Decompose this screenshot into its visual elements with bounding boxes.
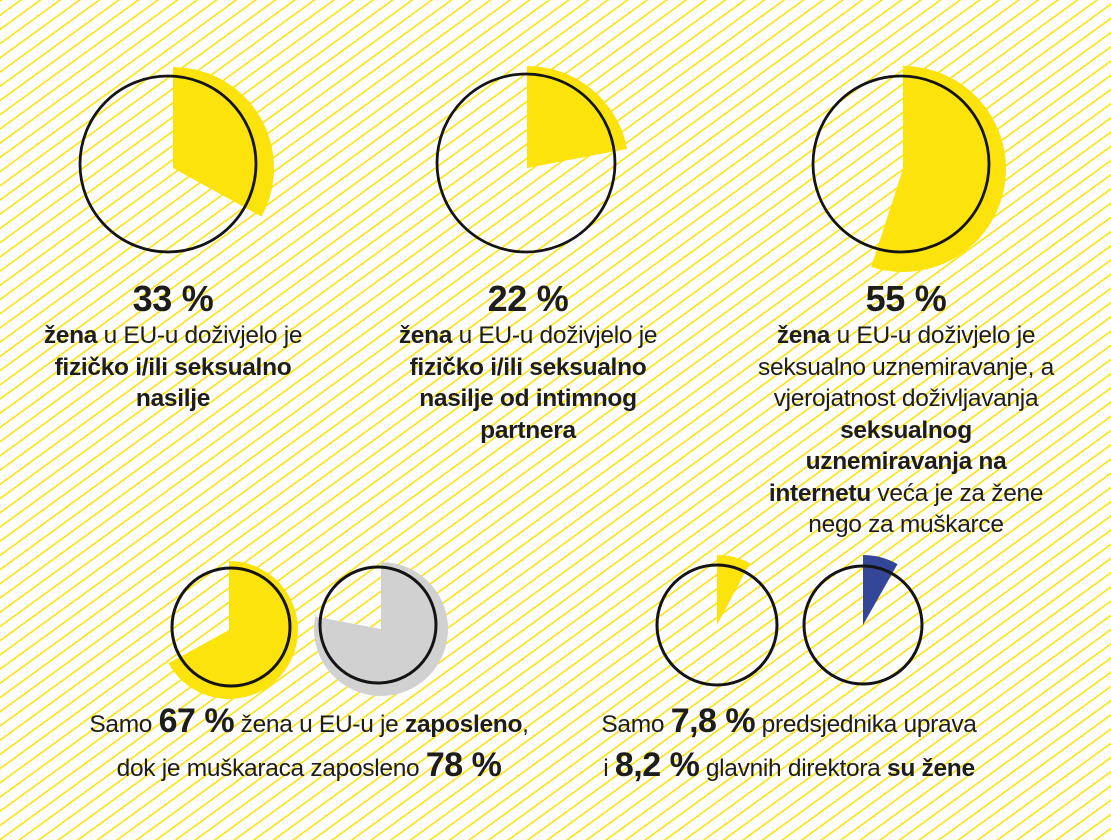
stat-text-line: nego za muškarce bbox=[736, 509, 1076, 541]
stat-text: su žene bbox=[887, 755, 975, 782]
stat-text-line: žena u EU-u doživjelo je bbox=[367, 320, 689, 352]
stat-number: 67 % bbox=[158, 702, 235, 740]
stat-text: u EU-u doživjelo je bbox=[97, 322, 303, 349]
stat-block-employment: Samo 67 % žena u EU-u je zaposleno, dok … bbox=[49, 701, 569, 789]
stat-text-line: žena u EU-u doživjelo je bbox=[13, 320, 333, 352]
stat-text: i bbox=[603, 755, 615, 782]
stat-text-line: nasilje od intimnog bbox=[367, 383, 689, 415]
stat-text: partnera bbox=[480, 416, 576, 444]
pie-outline bbox=[811, 74, 991, 254]
stat-text-line: žena u EU-u doživjelo je bbox=[736, 320, 1076, 352]
stat-percentage: 33 % bbox=[132, 278, 214, 319]
stat-text-line: nasilje bbox=[13, 383, 333, 415]
stat-text: Samo bbox=[601, 711, 671, 738]
stat-number: 78 % bbox=[425, 746, 502, 784]
pie-outline bbox=[78, 74, 258, 254]
stat-text: žena u EU-u je bbox=[234, 711, 406, 738]
stat-text: internetu bbox=[768, 479, 871, 507]
stat-block-leadership: Samo 7,8 % predsjednika uprava i 8,2 % g… bbox=[569, 701, 1009, 789]
pie-wedge bbox=[527, 66, 628, 168]
stat-text-line: seksualnog bbox=[736, 415, 1076, 447]
stat-text-line: Samo 67 % žena u EU-u je zaposleno, bbox=[49, 701, 569, 745]
pie-outline bbox=[170, 566, 292, 688]
stat-number: 8,2 % bbox=[614, 746, 700, 784]
stat-text: nasilje bbox=[135, 385, 211, 412]
stat-text: predsjednika uprava bbox=[755, 711, 977, 738]
stat-percentage: 55 % bbox=[865, 278, 947, 319]
stat-text: seksualnog bbox=[840, 416, 972, 444]
stat-text: zaposleno bbox=[405, 711, 523, 738]
pie-outline bbox=[318, 565, 438, 685]
stat-text: žena bbox=[43, 322, 98, 349]
stat-text: uznemiravanja na bbox=[805, 448, 1007, 475]
stat-text-line: dok je muškaraca zaposleno 78 % bbox=[49, 745, 569, 789]
stat-text: veća je za žene bbox=[870, 479, 1044, 507]
stat-percentage: 22 % bbox=[487, 278, 569, 319]
stat-text-line: uznemiravanja na bbox=[736, 446, 1076, 478]
stat-text: nego za muškarce bbox=[808, 511, 1004, 538]
stat-text: fizičko i/ili seksualno bbox=[409, 353, 647, 381]
stat-text: dok je muškaraca zaposleno bbox=[116, 755, 426, 782]
stat-text: vjerojatnost doživljavanja bbox=[773, 385, 1039, 412]
pie-wedge bbox=[314, 562, 448, 696]
stat-block-sexual-harassment: 55 % žena u EU-u doživjelo je seksualno … bbox=[736, 281, 1076, 541]
stat-text-line: Samo 7,8 % predsjednika uprava bbox=[569, 701, 1009, 745]
stat-text: žena bbox=[776, 322, 831, 349]
pie-wedge bbox=[871, 66, 1006, 272]
pie-chart-ceo-women bbox=[802, 555, 924, 686]
stat-block-partner-violence: 22 % žena u EU-u doživjelo je fizičko i/… bbox=[367, 281, 689, 446]
stat-text-line: fizičko i/ili seksualno bbox=[13, 352, 333, 384]
stat-text: nasilje od intimnog bbox=[419, 385, 637, 412]
pie-wedge bbox=[173, 67, 274, 217]
stat-text-line: vjerojatnost doživljavanja bbox=[736, 383, 1076, 415]
stat-block-physical-sexual-violence: 33 % žena u EU-u doživjelo je fizičko i/… bbox=[13, 281, 333, 415]
stat-text: u EU-u doživjelo je bbox=[830, 322, 1036, 349]
stat-text: u EU-u doživjelo je bbox=[452, 322, 658, 349]
pie-chart-board-chairs-women bbox=[655, 555, 779, 687]
pie-outline bbox=[435, 72, 617, 254]
stat-text: , bbox=[522, 711, 529, 738]
stat-text-line: internetu veća je za žene bbox=[736, 478, 1076, 510]
stat-text: Samo bbox=[89, 711, 159, 738]
stat-text: seksualno uznemiravanje, a bbox=[758, 353, 1054, 381]
pie-wedge bbox=[717, 555, 750, 625]
stat-text: fizičko i/ili seksualno bbox=[54, 353, 292, 381]
pie-chart-partner-violence bbox=[435, 66, 628, 254]
pie-chart-sexual-harassment bbox=[811, 66, 1006, 272]
pie-outline bbox=[655, 563, 779, 687]
stat-text: glavnih direktora bbox=[699, 755, 888, 782]
stat-text-line: seksualno uznemiravanje, a bbox=[736, 352, 1076, 384]
stat-text-line: i 8,2 % glavnih direktora su žene bbox=[569, 745, 1009, 789]
stat-text-line: partnera bbox=[367, 415, 689, 447]
stat-text-line: fizičko i/ili seksualno bbox=[367, 352, 689, 384]
pie-chart-physical-sexual-violence bbox=[78, 67, 274, 254]
pie-wedge bbox=[168, 561, 298, 699]
pie-chart-employment-women bbox=[168, 561, 298, 699]
pie-outline bbox=[802, 564, 924, 686]
pie-chart-employment-men bbox=[314, 562, 448, 696]
stat-number: 7,8 % bbox=[670, 702, 756, 740]
stat-text: žena bbox=[398, 322, 453, 349]
